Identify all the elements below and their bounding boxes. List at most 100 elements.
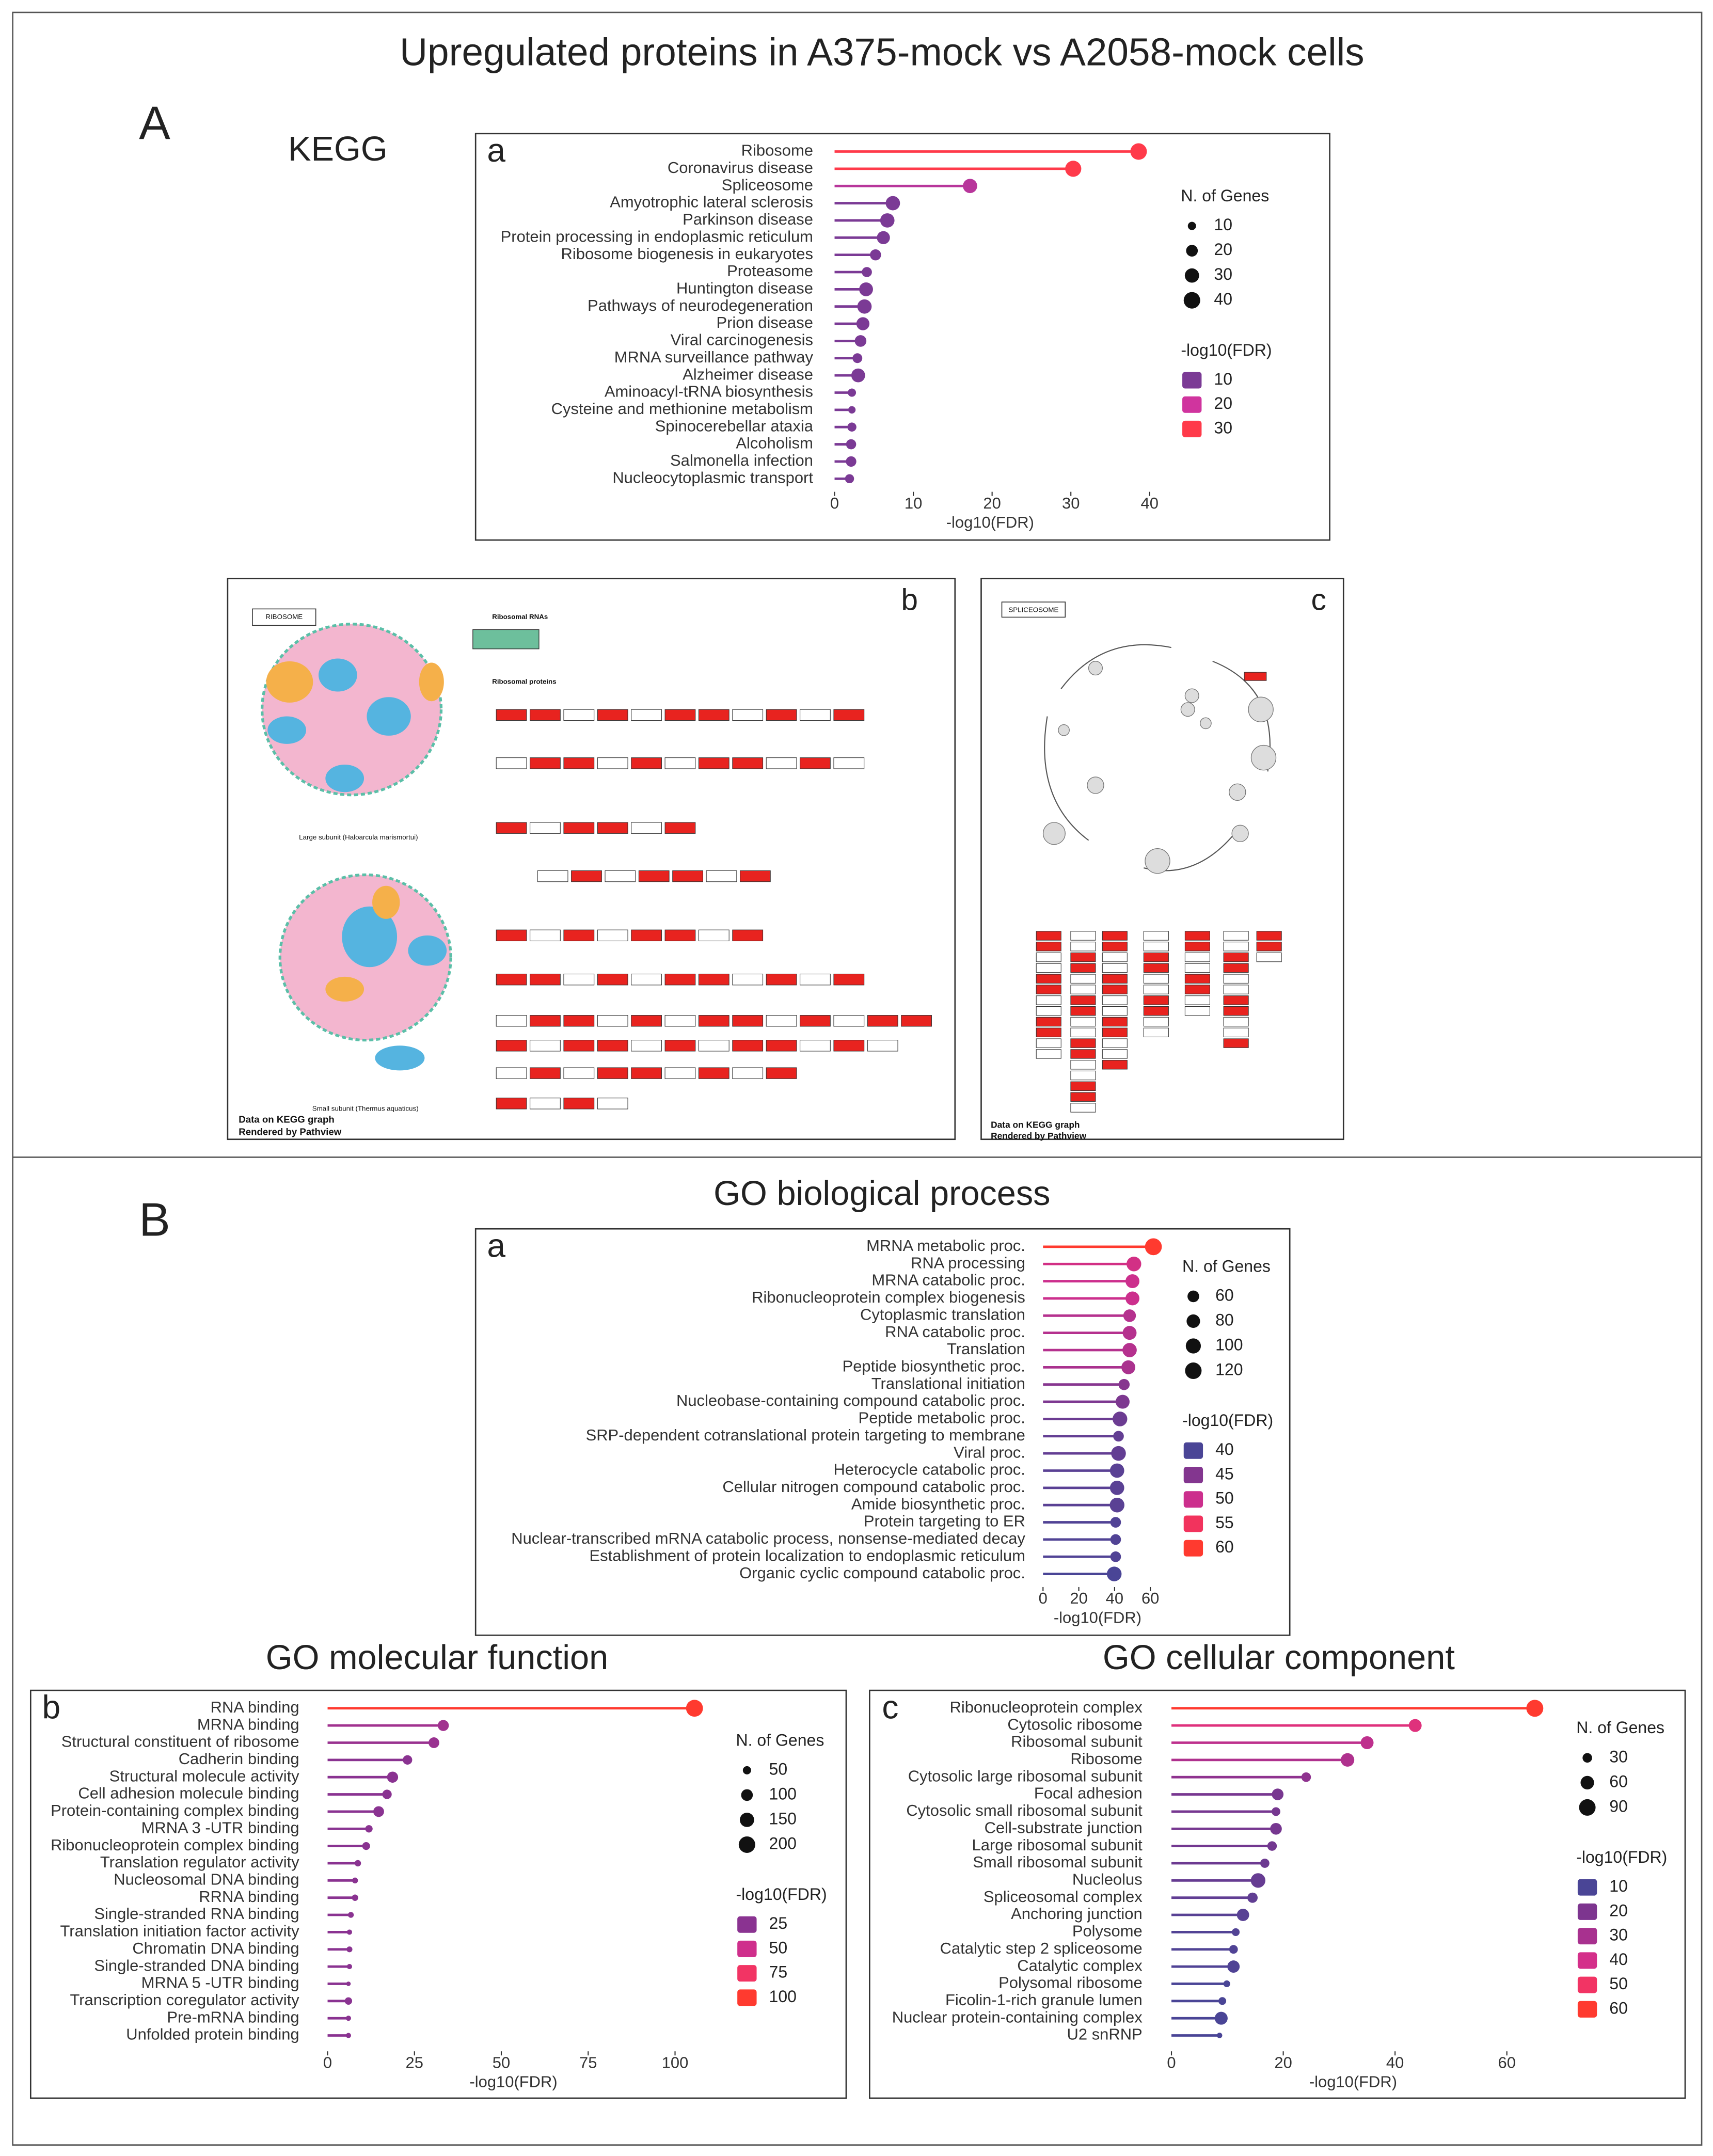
lollipop-dot [1110,1534,1121,1545]
gene-box [1102,1060,1128,1070]
lollipop-dot [1216,2033,1223,2038]
category-label: Prion disease [716,313,813,331]
size-legend-label: 20 [1214,240,1232,259]
gene-box [698,709,729,721]
category-label: RRNA binding [199,1888,299,1906]
lollipop-dot [1341,1753,1355,1767]
lollipop-dot [1218,1997,1227,2005]
gene-box [1102,1049,1128,1059]
lollipop-dot [1121,1360,1136,1374]
gene-box [833,1015,865,1027]
category-label: Large ribosomal subunit [972,1836,1143,1854]
panel-letter: a [487,1227,505,1264]
lollipop-dot [848,388,857,397]
size-legend-label: 200 [769,1834,797,1852]
lollipop-dot [854,335,867,347]
lollipop-dot [1232,1928,1240,1936]
x-axis-label: -log10(FDR) [469,2073,557,2091]
size-legend-label: 60 [1609,1772,1628,1790]
category-label: Cadherin binding [179,1750,299,1768]
gene-box [1070,1103,1096,1113]
size-legend-title: N. of Genes [1181,186,1269,205]
lollipop-dot [885,196,900,211]
color-legend-label: 45 [1215,1464,1234,1483]
protein-blob [367,697,411,736]
gene-box [732,1067,764,1079]
kegg-heading: KEGG [288,130,388,168]
category-label: Nucleocytoplasmic transport [612,468,813,486]
size-legend-label: 100 [769,1784,797,1803]
gene-box [563,1067,595,1079]
lollipop-dot [686,1700,703,1717]
gene-box [664,822,696,834]
gene-box [1256,952,1282,962]
color-legend-swatch [1577,1928,1597,1945]
gene-box [1070,995,1096,1005]
gene-box [1102,974,1128,984]
gene-box [739,870,771,882]
gene-box [597,929,628,942]
gene-box [1102,1027,1128,1038]
gene-box [1223,963,1249,973]
gene-box [664,929,696,942]
gene-box [664,1067,696,1079]
lollipop-dot [1118,1378,1130,1390]
x-tick-label: 75 [579,2053,597,2071]
lollipop-dot [1122,1343,1137,1357]
gene-boxes [496,709,932,1109]
category-label: Ribonucleoprotein complex [949,1698,1143,1716]
gene-box [1143,985,1169,994]
color-legend-swatch [1182,372,1202,389]
category-label: Cell adhesion molecule binding [78,1784,299,1802]
category-label: Polysomal ribosome [998,1974,1143,1992]
category-label: Protein-containing complex binding [51,1801,299,1819]
x-axis-label: -log10(FDR) [946,513,1034,531]
category-label: MRNA surveillance pathway [614,348,814,366]
category-label: Catalytic complex [1017,1956,1143,1974]
gene-box [800,1015,831,1027]
category-label: Ribosome [741,141,813,160]
gene-box [1070,1017,1096,1027]
gene-box [766,1067,797,1079]
category-label: MRNA 3 -UTR binding [141,1818,299,1836]
go-heading: GO biological process [713,1175,1050,1213]
gene-box [867,1040,898,1052]
lollipop-dot [352,1894,358,1901]
size-legend-title: N. of Genes [1576,1718,1664,1737]
gene-box [597,709,628,721]
category-label: U2 snRNP [1067,2025,1143,2043]
category-label: Cysteine and methionine metabolism [551,400,813,418]
color-legend-swatch [1577,1976,1597,1993]
gene-box [664,1040,696,1052]
go-heading: GO molecular function [266,1639,608,1677]
pathway-footer: Rendered by Pathview [991,1131,1086,1141]
lollipop-dot [1236,1909,1249,1921]
size-legend-label: 60 [1215,1286,1234,1304]
gene-box [1036,985,1061,994]
gene-box [706,870,737,882]
gene-box [800,757,831,769]
gene-box [496,1067,527,1079]
x-tick-label: 40 [1386,2053,1404,2071]
protein-blob [325,976,364,1002]
gene-box [1184,963,1210,973]
category-label: MRNA catabolic proc. [871,1271,1025,1289]
lollipop-dot [1260,1859,1270,1868]
category-label: Coronavirus disease [668,158,813,177]
gene-box [1070,1060,1096,1070]
category-label: Spinocerebellar ataxia [655,417,814,435]
gene-box [1102,985,1128,994]
category-label: Ficolin-1-rich granule lumen [945,1991,1143,2009]
gene-box [867,1015,898,1027]
lollipop-dot [862,267,872,277]
gene-box [1143,952,1169,962]
lollipop-dot [354,1860,361,1867]
gene-box [631,757,662,769]
lollipop-dot [1130,143,1147,160]
gene-box [1102,952,1128,962]
category-label: Translation initiation factor activity [60,1922,300,1940]
gene-box [732,757,764,769]
gene-box [563,1015,595,1027]
gene-box [1070,1038,1096,1048]
size-legend-label: 50 [769,1759,788,1778]
